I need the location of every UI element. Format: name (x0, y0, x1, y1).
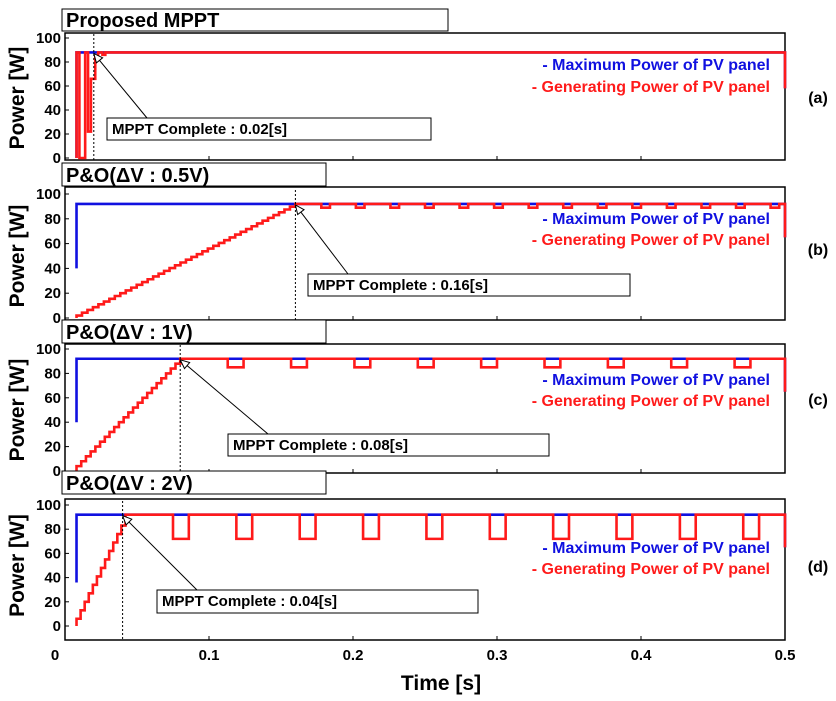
y-tick-label: 20 (44, 439, 61, 456)
x-tick-label: 0.3 (487, 647, 508, 664)
y-tick-label: 80 (44, 365, 61, 382)
annotation-text: MPPT Complete : 0.08[s] (233, 437, 408, 454)
annotation-text: MPPT Complete : 0.04[s] (162, 593, 337, 610)
panel-label: (c) (808, 392, 828, 409)
annotation-arrowhead (179, 358, 191, 370)
panel-b: 0 20 40 60 80 100 Power [W] P&O(ΔV : 0.5V) MPPT … (6, 162, 828, 327)
y-axis-label: Power [W] (6, 514, 29, 617)
y-tick-label: 100 (36, 341, 61, 358)
panel-title-box (61, 162, 327, 187)
plot-frame (64, 498, 786, 641)
annotation-box (156, 589, 479, 614)
annotation-box (227, 433, 550, 457)
legend-max-power: - Maximum Power of PV panel (542, 211, 770, 228)
panel-title: P&O(ΔV : 1V) (66, 322, 193, 344)
annotation-box (307, 273, 631, 297)
y-tick-label: 20 (44, 285, 61, 302)
x-tick-label: 0.2 (343, 647, 364, 664)
annotation-arrowhead (93, 52, 104, 64)
legend-generating-power: - Generating Power of PV panel (532, 393, 770, 410)
x-tick-label: 0.4 (631, 647, 653, 664)
y-tick-label: 40 (44, 102, 61, 119)
series-generating-power-line (75, 202, 787, 318)
legend-max-power: - Maximum Power of PV panel (542, 372, 770, 389)
y-tick-label: 20 (44, 126, 61, 143)
panel-a: 0 20 40 60 80 100 Power [W] Proposed MPPT MPPT C… (6, 8, 828, 167)
panel-title-box (61, 8, 449, 32)
y-tick-label: 100 (36, 186, 61, 203)
x-tick-label: 0.5 (775, 647, 796, 664)
y-tick-label: 0 (53, 463, 61, 480)
y-tick-label: 60 (44, 390, 61, 407)
y-axis-label: Power [W] (6, 205, 29, 308)
plot-frame (64, 186, 786, 321)
y-tick-label: 60 (44, 236, 61, 253)
panel-label: (b) (808, 242, 828, 259)
y-tick-label: 0 (53, 310, 61, 327)
panel-title: P&O(ΔV : 2V) (66, 473, 193, 495)
y-tick-label: 60 (44, 545, 61, 562)
y-tick-label: 100 (36, 30, 61, 47)
y-tick-label: 40 (44, 570, 61, 587)
x-tick-label: 0.1 (199, 647, 220, 664)
annotation-text: MPPT Complete : 0.16[s] (313, 277, 488, 294)
y-tick-label: 100 (36, 497, 61, 514)
panel-label: (d) (808, 559, 828, 576)
y-tick-label: 40 (44, 260, 61, 277)
panel-label: (a) (808, 90, 828, 107)
panel-title-box (61, 470, 327, 495)
x-axis-label: Time [s] (401, 672, 481, 695)
annotation-arrowhead (294, 203, 305, 216)
annotation-arrowhead (121, 514, 133, 526)
y-tick-label: 0 (53, 150, 61, 167)
y-tick-label: 40 (44, 414, 61, 431)
x-tick-label: 0 (51, 647, 59, 664)
legend-generating-power: - Generating Power of PV panel (532, 79, 770, 96)
y-tick-label: 60 (44, 78, 61, 95)
annotation-box (106, 117, 432, 141)
panel-title: Proposed MPPT (66, 10, 219, 32)
panel-d: 0 20 40 60 80 100 Power [W] P&O(ΔV : 2V) MPPT Co… (6, 470, 828, 641)
panel-title-box (61, 319, 327, 344)
y-tick-label: 80 (44, 54, 61, 71)
y-tick-label: 80 (44, 521, 61, 538)
y-tick-label: 80 (44, 211, 61, 228)
series-generating-power-line (75, 513, 787, 626)
annotation-arrow (122, 515, 198, 591)
legend-max-power: - Maximum Power of PV panel (542, 57, 770, 74)
legend-generating-power: - Generating Power of PV panel (532, 232, 770, 249)
y-tick-label: 20 (44, 594, 61, 611)
y-axis-label: Power [W] (6, 47, 29, 150)
legend-generating-power: - Generating Power of PV panel (532, 561, 770, 578)
y-tick-label: 0 (53, 618, 61, 635)
annotation-arrow (179, 359, 269, 435)
panel-c: 0 20 40 60 80 100 Power [W] P&O(ΔV : 1V) MPPT Co… (6, 319, 828, 480)
series-generating-power-line (75, 357, 787, 471)
y-axis-label: Power [W] (6, 359, 29, 462)
annotation-arrow (93, 53, 148, 119)
panel-title: P&O(ΔV : 0.5V) (66, 165, 209, 187)
annotation-text: MPPT Complete : 0.02[s] (112, 121, 287, 138)
legend-max-power: - Maximum Power of PV panel (542, 540, 770, 557)
annotation-arrow (295, 204, 349, 275)
series-generating-power-line (75, 51, 787, 160)
